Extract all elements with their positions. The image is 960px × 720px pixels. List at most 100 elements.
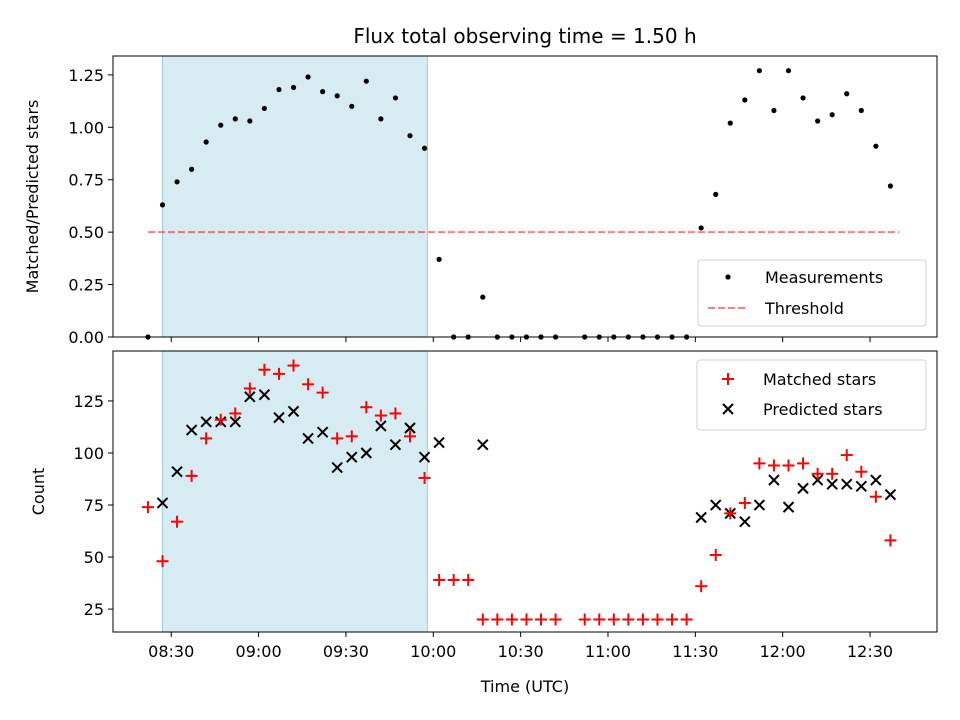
matched-star-point <box>258 363 271 376</box>
measurement-point <box>305 74 311 80</box>
measurement-point <box>829 112 835 118</box>
matched-star-point <box>403 430 416 443</box>
chart-title: Flux total observing time = 1.50 h <box>353 24 696 48</box>
predicted-star-point <box>855 480 868 493</box>
count-y-tick-label: 100 <box>73 444 104 463</box>
matched-star-point <box>738 496 751 509</box>
matched-star-point <box>593 613 606 626</box>
matched-star-point <box>855 465 868 478</box>
matched-star-point <box>229 407 242 420</box>
predicted-star-point <box>418 451 431 463</box>
matched-star-point <box>680 613 693 626</box>
matched-star-point <box>753 457 766 470</box>
predicted-star-point <box>782 501 795 513</box>
measurement-point <box>698 225 704 231</box>
predicted-star-point <box>331 461 343 474</box>
measurement-point <box>203 139 209 145</box>
measurement-point <box>363 78 369 84</box>
predicted-star-point <box>797 482 809 495</box>
legend-matched-label: Matched stars <box>763 370 876 389</box>
predicted-star-point <box>870 474 882 486</box>
time-x-tick-label: 11:00 <box>585 642 631 661</box>
measurement-point <box>771 107 777 114</box>
predicted-stars-points <box>156 389 897 528</box>
matched-star-point <box>447 573 460 586</box>
predicted-star-point <box>695 511 707 524</box>
matched-star-point <box>374 409 387 422</box>
time-x-tick-label: 11:30 <box>672 642 718 661</box>
predicted-star-point <box>710 499 722 511</box>
ratio-panel: 0.00 0.25 0.50 0.75 1.00 1.25 Matched/Predict… <box>23 55 938 347</box>
matched-star-point <box>287 359 300 372</box>
matched-star-point <box>505 613 518 626</box>
matched-star-point <box>695 580 708 593</box>
measurement-point <box>320 89 326 95</box>
matched-stars-points <box>141 359 897 626</box>
measurement-point <box>174 179 180 185</box>
predicted-star-point <box>316 426 329 438</box>
matched-star-point <box>302 378 315 391</box>
legend-predicted-marker <box>722 403 734 415</box>
matched-star-point <box>709 548 722 561</box>
predicted-star-point <box>229 416 241 428</box>
matched-star-point <box>578 613 591 626</box>
time-x-axis-label: Time (UTC) <box>480 677 569 696</box>
predicted-star-point <box>171 466 183 478</box>
matched-star-point <box>869 490 882 503</box>
measurement-point <box>713 191 719 198</box>
measurement-point <box>189 166 195 172</box>
matched-star-point <box>840 449 853 462</box>
count-y-tick-label: 75 <box>84 496 104 515</box>
predicted-star-point <box>244 391 256 403</box>
matched-star-point <box>767 459 780 472</box>
matched-star-point <box>331 432 344 445</box>
time-x-tick-label: 12:00 <box>760 642 806 661</box>
matched-star-point <box>141 501 154 514</box>
legend-predicted-label: Predicted stars <box>763 400 883 419</box>
measurement-point <box>844 91 850 97</box>
ratio-y-tick-label: 1.25 <box>68 66 104 85</box>
matched-star-point <box>636 613 649 626</box>
time-x-tick-label: 12:30 <box>847 642 893 661</box>
matched-star-point <box>243 382 256 395</box>
matched-star-point <box>666 613 679 626</box>
predicted-star-point <box>375 420 387 432</box>
ratio-legend: Measurements Threshold <box>697 259 927 327</box>
matched-star-point <box>520 613 533 626</box>
legend-threshold-label: Threshold <box>764 299 844 318</box>
time-x-tick-label: 09:00 <box>236 642 282 661</box>
matched-star-point <box>200 432 213 445</box>
predicted-star-point <box>273 411 285 424</box>
measurement-point <box>727 120 733 126</box>
ratio-y-tick-label: 0.00 <box>68 328 104 347</box>
matched-star-point <box>549 613 562 626</box>
matched-star-point <box>171 515 184 528</box>
measurement-point <box>218 122 224 128</box>
measurement-point <box>334 93 340 99</box>
measurement-point <box>436 256 442 263</box>
count-y-tick-label: 50 <box>84 548 104 567</box>
time-x-tick-label: 09:30 <box>323 642 369 661</box>
ratio-y-tick-label: 0.25 <box>68 276 104 295</box>
matched-star-point <box>622 613 635 626</box>
measurement-point <box>800 95 806 101</box>
predicted-star-point <box>884 488 897 501</box>
predicted-star-point <box>433 436 445 449</box>
measurement-point <box>261 105 268 112</box>
observing-window-shade-lower <box>161 350 428 633</box>
matched-star-point <box>797 457 810 470</box>
measurement-point <box>407 133 413 139</box>
measurement-point <box>159 202 166 208</box>
measurement-point <box>232 116 238 122</box>
measurement-point <box>421 145 428 151</box>
predicted-star-point <box>739 515 751 528</box>
predicted-star-point <box>200 416 212 428</box>
ratio-y-tick-label: 0.50 <box>68 223 104 242</box>
ratio-y-ticks: 0.00 0.25 0.50 0.75 1.00 1.25 <box>68 66 113 347</box>
predicted-star-point <box>477 438 489 451</box>
matched-star-point <box>535 613 548 626</box>
ratio-y-axis-label: Matched/Predicted stars <box>23 100 42 294</box>
predicted-star-point <box>360 447 373 459</box>
measurement-point <box>742 97 748 103</box>
predicted-star-point <box>346 451 358 463</box>
